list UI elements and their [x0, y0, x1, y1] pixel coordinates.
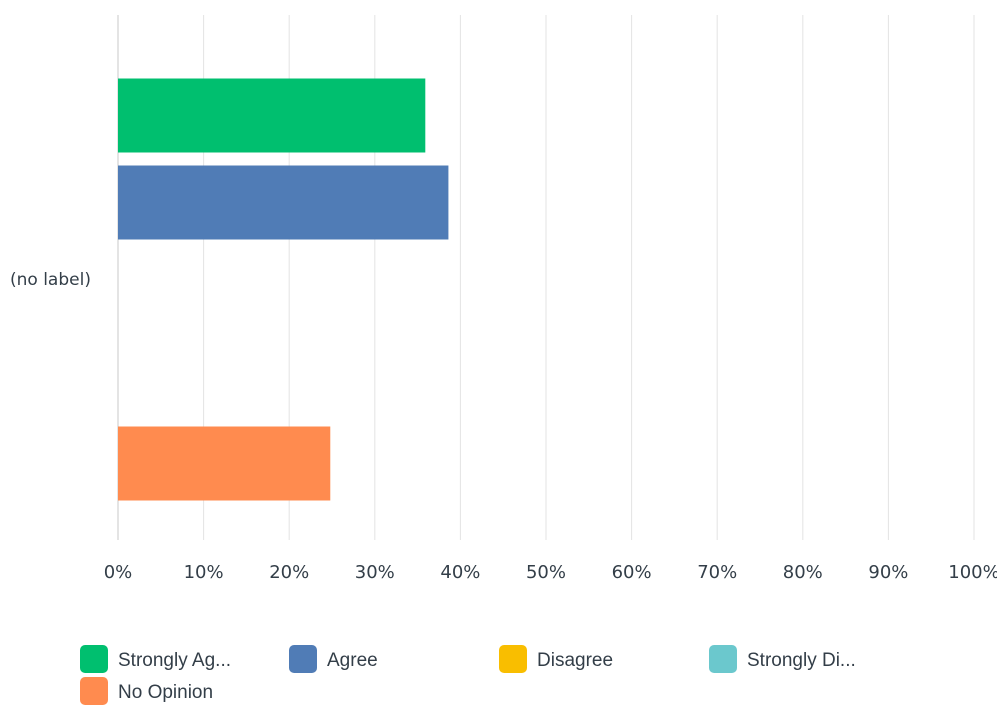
x-tick-label: 100% [948, 562, 997, 583]
legend-swatch [80, 645, 108, 673]
x-tick-label: 70% [697, 562, 737, 583]
bar-strongly-ag [118, 78, 426, 153]
bars [118, 78, 449, 501]
legend-swatch [289, 645, 317, 673]
legend-swatch [80, 677, 108, 705]
legend-label: Agree [327, 650, 378, 671]
x-tick-label: 10% [184, 562, 224, 583]
x-tick-label: 50% [526, 562, 566, 583]
x-tick-label: 90% [868, 562, 908, 583]
legend-label: Strongly Di... [747, 650, 856, 671]
legend-label: Strongly Ag... [118, 650, 231, 671]
category-label: (no label) [10, 270, 91, 290]
x-tick-label: 0% [104, 562, 133, 583]
x-axis-ticks: 0% 10% 20% 30% 40% 50% 60% 70% 80% 90% 100% [104, 562, 997, 583]
legend: Strongly Ag... Agree Disagree Strongly Di..… [80, 645, 856, 705]
x-tick-label: 40% [440, 562, 480, 583]
legend-swatch [499, 645, 527, 673]
legend-label: No Opinion [118, 682, 213, 703]
x-tick-label: 80% [783, 562, 823, 583]
x-tick-label: 60% [612, 562, 652, 583]
x-tick-label: 30% [355, 562, 395, 583]
legend-swatch [709, 645, 737, 673]
category-labels: (no label) [10, 270, 91, 290]
legend-label: Disagree [537, 650, 613, 671]
x-tick-label: 20% [269, 562, 309, 583]
bar-no-opinion [118, 426, 331, 501]
bar-agree [118, 165, 449, 240]
